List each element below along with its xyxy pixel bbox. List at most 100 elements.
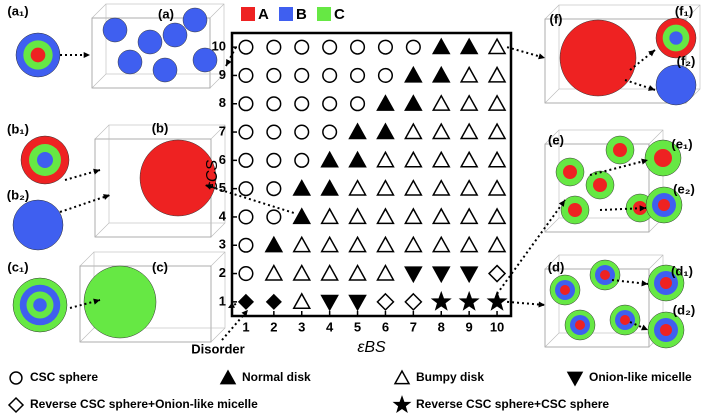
particle [560, 285, 570, 295]
panel-label: (e₂) [673, 181, 695, 196]
arrow-head [241, 309, 248, 317]
arrow [221, 309, 249, 341]
legend-label: A [258, 6, 269, 23]
marker [431, 37, 451, 55]
marker [350, 39, 366, 55]
legend-label: Reverse CSC sphere+CSC sphere [416, 397, 609, 411]
marker [292, 235, 312, 253]
box-edge [79, 251, 95, 267]
arrow-head [641, 324, 648, 331]
marker [294, 67, 310, 83]
legend-label: Bumpy disk [416, 370, 484, 384]
box-edge [648, 129, 664, 145]
arrow-head [641, 280, 648, 287]
particle [30, 47, 46, 63]
panel-label: (f) [550, 11, 563, 26]
legend-swatch [241, 7, 255, 21]
marker [487, 37, 507, 55]
particle [37, 152, 53, 168]
box-back [108, 124, 226, 224]
x-tick-label: 9 [466, 319, 473, 334]
panel-label: (c) [152, 259, 168, 274]
marker [405, 39, 421, 55]
marker [459, 150, 479, 168]
box-edge [94, 124, 110, 140]
arrow-head [648, 50, 655, 57]
marker [320, 264, 339, 281]
marker [264, 235, 284, 253]
box-edge [210, 124, 226, 140]
marker [238, 181, 254, 197]
marker [238, 124, 254, 140]
arrow [506, 300, 546, 306]
box-edge [544, 4, 560, 20]
marker [487, 65, 507, 83]
marker [238, 67, 254, 83]
marker [431, 235, 451, 253]
particle [613, 143, 627, 157]
x-tick-label: 7 [410, 319, 417, 334]
panel-label: (c₁) [7, 259, 28, 274]
particle [658, 199, 670, 211]
box-edge [210, 222, 226, 238]
particle [660, 277, 672, 289]
marker [266, 96, 282, 112]
arrow [204, 184, 295, 214]
box-edge [648, 254, 664, 270]
arrow-head [83, 51, 90, 59]
marker [376, 179, 395, 196]
particle [162, 22, 188, 48]
marker [266, 67, 282, 83]
particle [620, 315, 630, 325]
panel-label: (f₂) [677, 53, 696, 68]
box-edge [544, 332, 560, 348]
particle [563, 165, 577, 179]
arrow [496, 199, 566, 295]
legend-swatch [317, 7, 331, 21]
arrow-head [93, 298, 100, 305]
particle [83, 265, 157, 339]
particle [33, 298, 47, 312]
y-tick-label: 2 [219, 265, 226, 280]
marker [404, 150, 423, 168]
particle [600, 270, 610, 280]
particle [137, 29, 163, 55]
marker [320, 150, 339, 168]
marker [350, 67, 366, 83]
marker [487, 264, 507, 283]
particle [593, 178, 607, 192]
arrow [225, 46, 237, 67]
particle [192, 47, 218, 73]
marker [566, 371, 584, 387]
box-edge [544, 129, 560, 145]
marker [238, 39, 254, 55]
box-edge [91, 73, 107, 89]
arrow-head [639, 205, 646, 212]
arrow [506, 46, 546, 59]
legend-label: Normal disk [242, 370, 311, 384]
box-edge [79, 327, 95, 343]
marker [404, 179, 423, 196]
y-tick-label: 9 [219, 67, 226, 82]
marker [487, 179, 507, 196]
box-edge [91, 3, 107, 19]
box-edge [544, 254, 560, 270]
legend-label: Reverse CSC sphere+Onion-like micelle [30, 397, 258, 411]
particle [559, 19, 637, 97]
marker [266, 181, 282, 197]
x-axis-label: εBS [357, 339, 386, 356]
marker [392, 395, 412, 414]
marker [348, 235, 367, 253]
y-tick-label: 4 [219, 208, 227, 223]
box-edge [209, 73, 225, 89]
x-tick-label: 6 [382, 319, 389, 334]
marker [238, 266, 254, 282]
marker [322, 96, 338, 112]
marker [486, 290, 508, 311]
y-tick-label: 5 [219, 180, 226, 195]
y-tick-label: 10 [212, 39, 226, 54]
panel-label: (a) [158, 6, 174, 21]
y-tick-label: 1 [219, 293, 226, 308]
legend-label: C [334, 6, 345, 23]
marker [238, 152, 254, 168]
